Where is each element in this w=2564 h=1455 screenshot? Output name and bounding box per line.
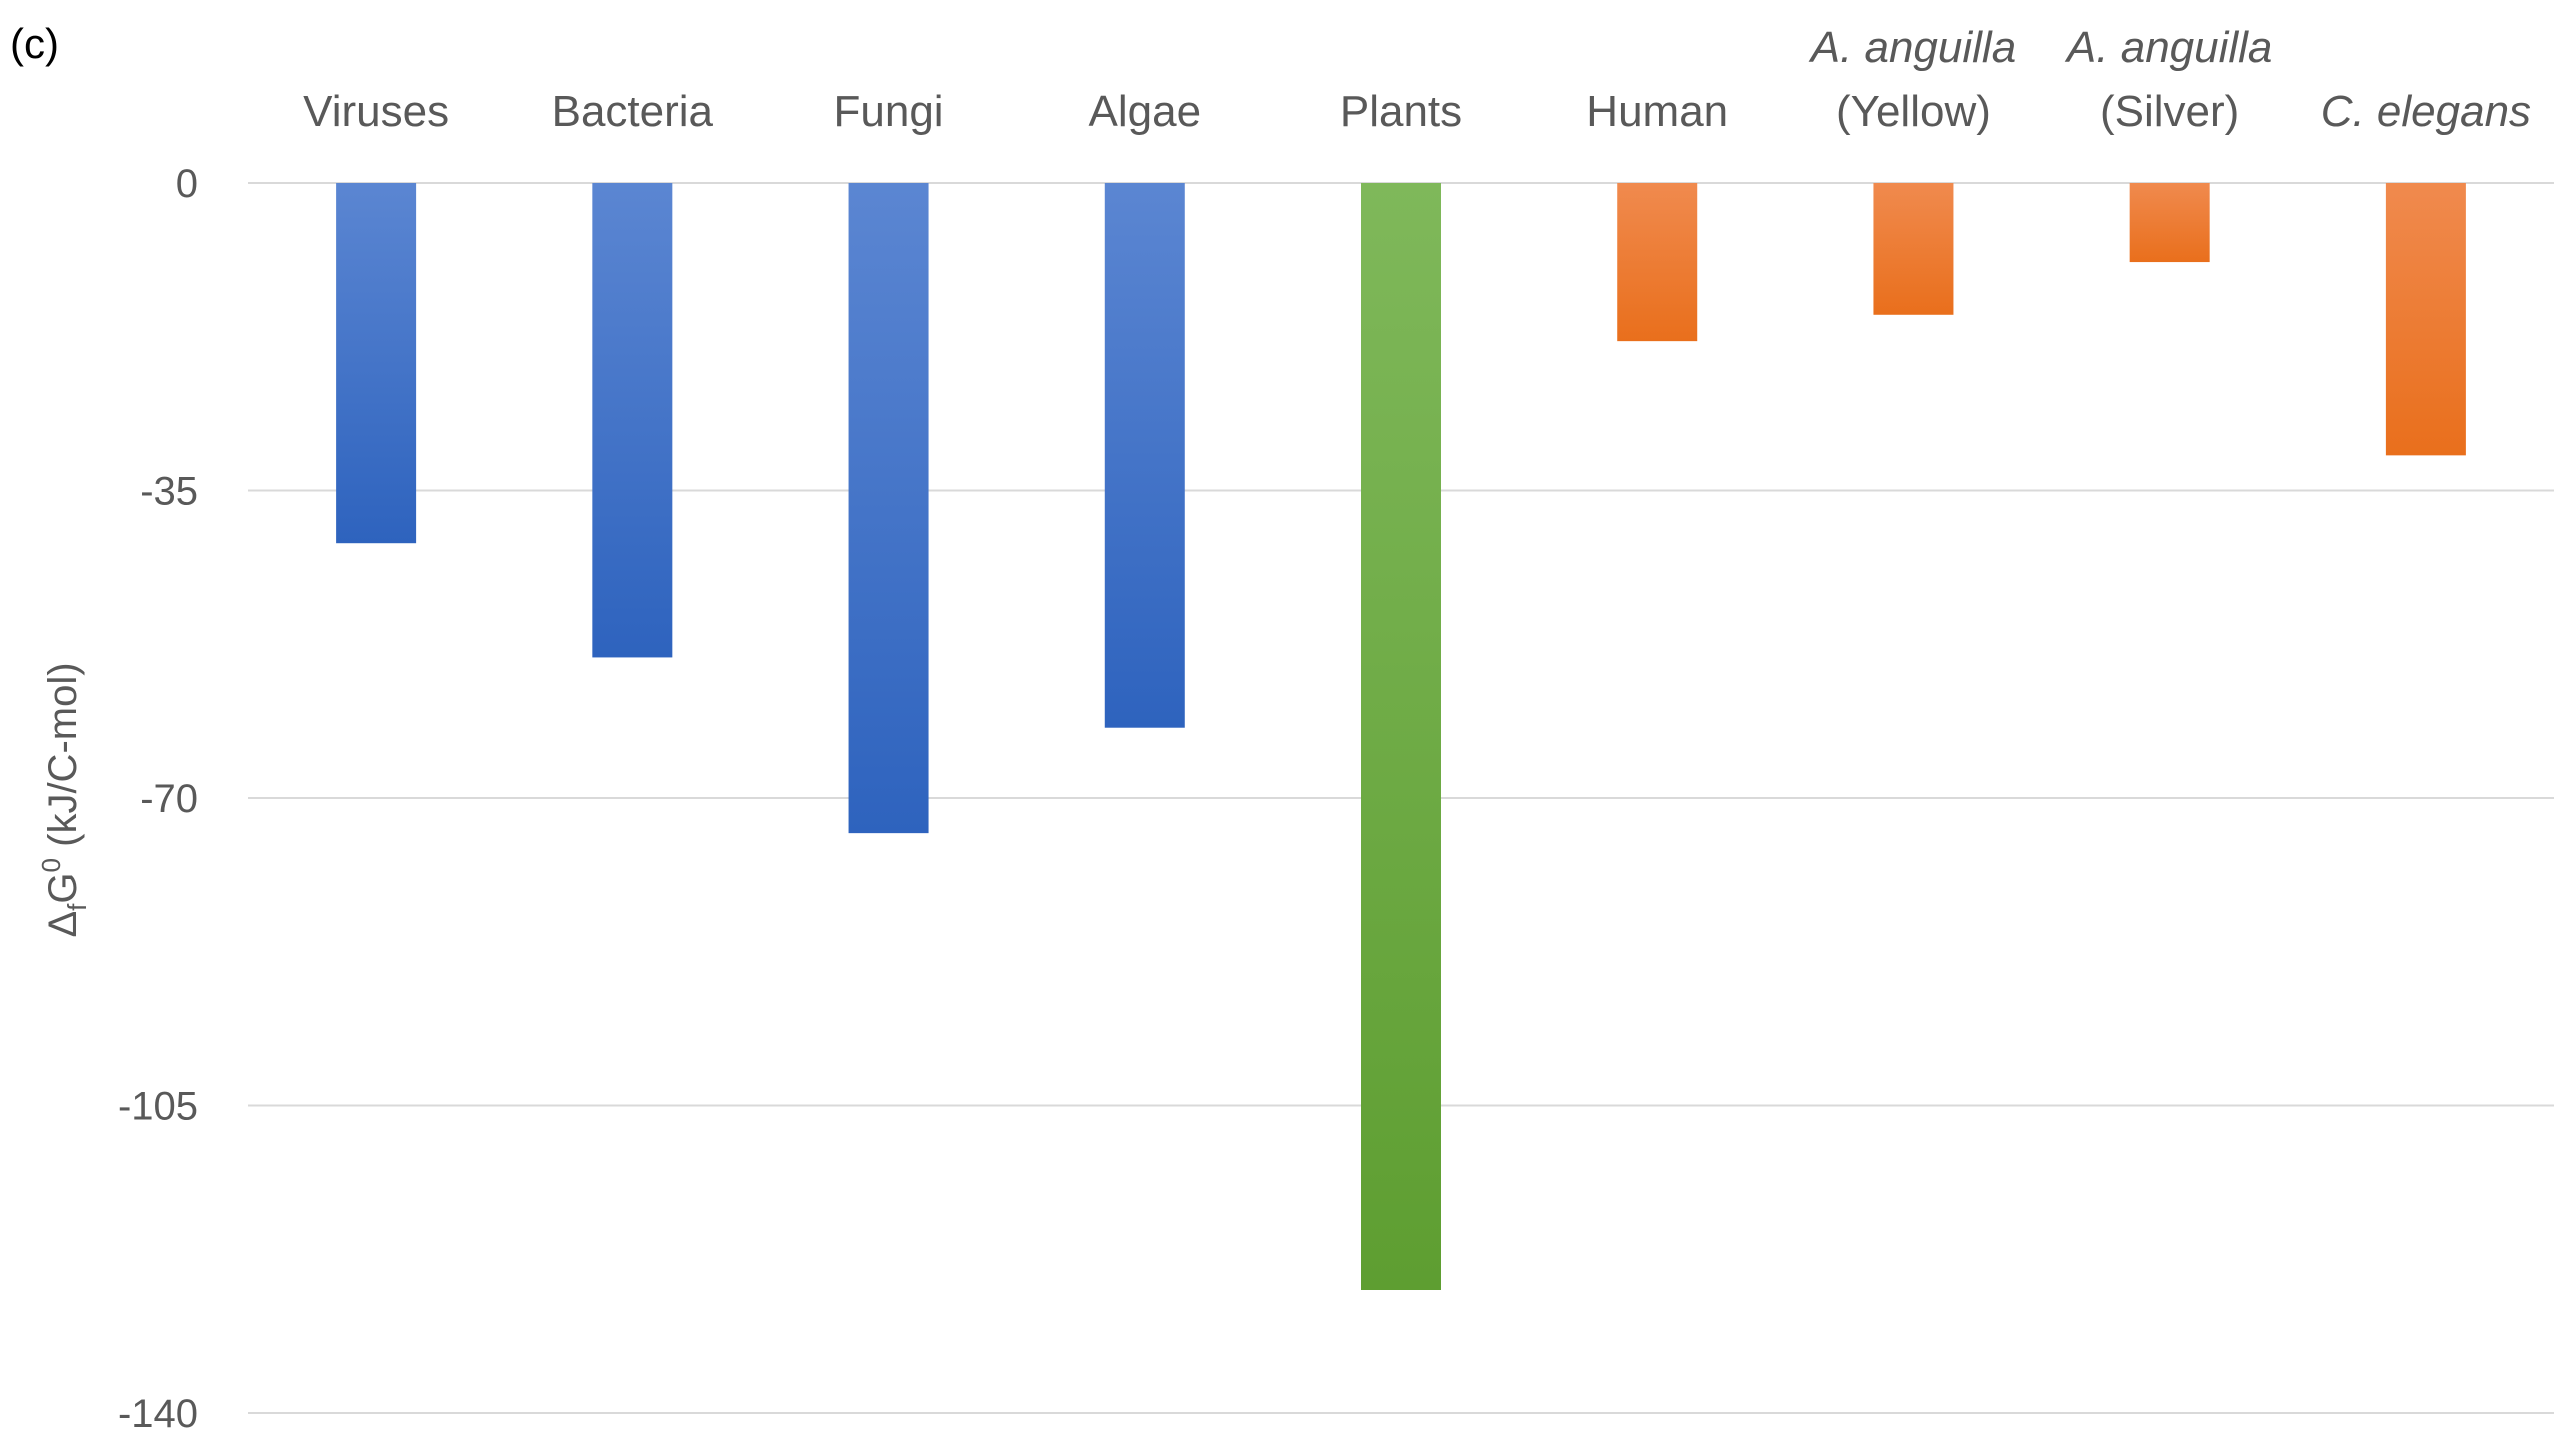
category-label: A. anguilla — [1808, 23, 2016, 72]
y-tick-label: -35 — [140, 470, 198, 514]
category-label: Human — [1586, 87, 1728, 136]
bar-layer — [336, 183, 2466, 1290]
category-label: Algae — [1089, 87, 1202, 136]
category-label-layer: Viruses Bacteria Fungi Algae Plants Human A. a… — [303, 23, 2531, 136]
category-label: (Yellow) — [1836, 87, 1991, 136]
bar — [1617, 183, 1698, 342]
y-tick-label: -70 — [140, 777, 198, 821]
panel-label: (c) — [10, 20, 59, 67]
y-tick-label: 0 — [176, 162, 198, 206]
bar — [336, 183, 417, 544]
bar — [1361, 183, 1441, 1290]
category-label: Viruses — [303, 87, 449, 136]
bar — [2129, 183, 2210, 263]
category-label: A. anguilla — [2064, 23, 2272, 72]
category-label: Fungi — [834, 87, 944, 136]
y-axis-title: ΔfG0 (kJ/C-mol) — [36, 662, 92, 937]
bar — [1104, 183, 1185, 728]
bar — [848, 183, 929, 834]
category-label: Bacteria — [552, 87, 714, 136]
category-label: C. elegans — [2321, 87, 2531, 136]
category-label: (Silver) — [2100, 87, 2239, 136]
bar — [1873, 183, 1954, 315]
y-tick-label: -105 — [118, 1085, 198, 1129]
tick-layer: 0 -35 -70 -105 -140 — [118, 162, 198, 1436]
y-tick-label: -140 — [118, 1392, 198, 1436]
bar — [2385, 183, 2466, 456]
bar — [592, 183, 673, 658]
category-label: Plants — [1340, 87, 1462, 136]
